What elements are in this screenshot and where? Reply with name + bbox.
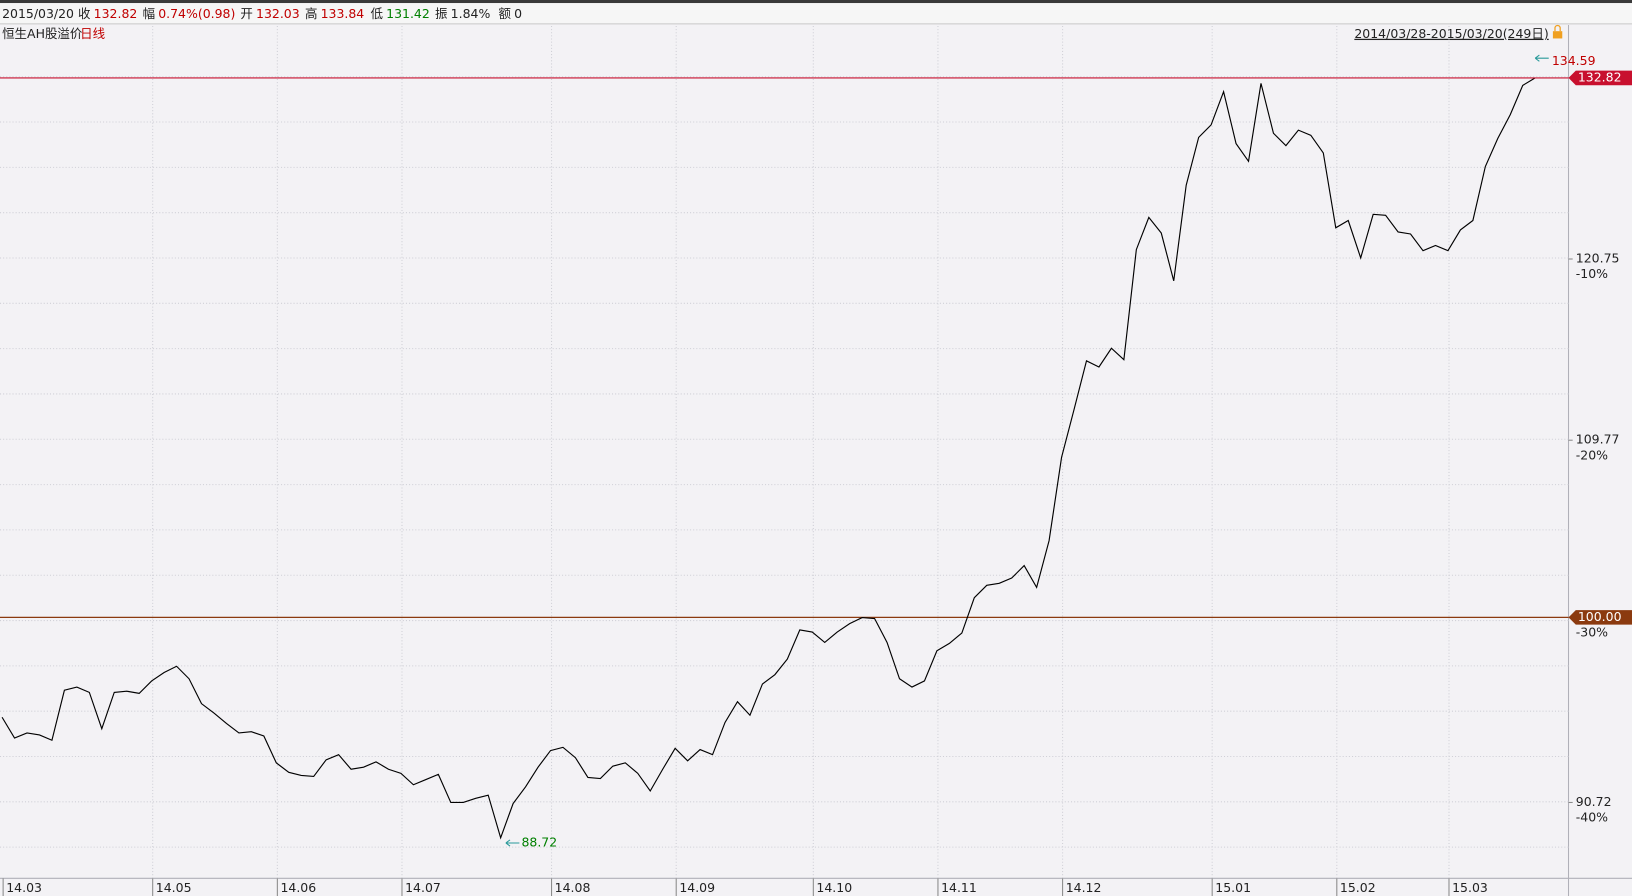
y-tick-percent: -30% <box>1576 624 1608 639</box>
top-strip <box>0 0 1632 4</box>
x-tick-label: 14.06 <box>280 880 316 895</box>
y-tick-label: 109.77 <box>1576 432 1620 447</box>
header-label: 低 <box>371 6 384 21</box>
header-label: 振 <box>435 6 448 21</box>
x-tick-label: 14.08 <box>555 880 591 895</box>
price-line <box>1 77 1536 840</box>
x-tick-label: 14.07 <box>405 880 441 895</box>
last-value-label: 132.82 <box>1578 69 1622 84</box>
low-label: 88.72 <box>521 834 557 849</box>
header-value: 131.42 <box>386 6 430 21</box>
header-value: 0 <box>514 6 522 21</box>
x-tick-label: 14.12 <box>1066 880 1102 895</box>
header-bar <box>0 3 1632 24</box>
x-tick-label: 15.01 <box>1215 880 1251 895</box>
chart-period: 日线 <box>80 26 105 41</box>
header-label: 额 <box>499 6 512 21</box>
last-value-badge <box>1568 70 1632 86</box>
x-tick-label: 14.10 <box>816 880 852 895</box>
high-label: 134.59 <box>1552 53 1596 68</box>
x-tick-label: 14.05 <box>156 880 192 895</box>
chart-title: 恒生AH股溢价 <box>2 26 83 41</box>
low-arrow <box>505 839 520 847</box>
x-tick-label: 14.11 <box>941 880 977 895</box>
y-tick-percent: -40% <box>1576 810 1608 825</box>
y-tick-label: 120.75 <box>1576 251 1620 266</box>
y-tick-percent: -20% <box>1576 447 1608 462</box>
header-value: 0.74%(0.98) <box>158 6 235 21</box>
header-value: 132.82 <box>94 6 138 21</box>
lock-icon <box>1552 31 1563 39</box>
x-tick-label: 15.03 <box>1452 880 1488 895</box>
base-badge <box>1568 610 1632 625</box>
header-value: 1.84% <box>451 6 491 21</box>
header-date: 2015/03/20 <box>2 6 74 21</box>
y-tick-label: 90.72 <box>1576 794 1612 809</box>
range-label: 2014/03/28-2015/03/20(249日) <box>1354 26 1548 41</box>
header-value: 133.84 <box>321 6 365 21</box>
x-tick-label: 15.02 <box>1340 880 1376 895</box>
header-label: 收 <box>78 6 91 21</box>
header-label: 幅 <box>143 6 155 21</box>
header-label: 开 <box>240 6 252 21</box>
y-tick-percent: -10% <box>1576 266 1608 281</box>
high-arrow <box>1534 54 1549 62</box>
x-tick-label: 14.09 <box>679 880 715 895</box>
x-tick-label: 14.03 <box>6 880 42 895</box>
header-value: 132.03 <box>256 6 300 21</box>
header-label: 高 <box>305 6 317 21</box>
lock-icon-shackle <box>1554 24 1561 32</box>
y-tick-label: 100.00 <box>1578 609 1622 624</box>
